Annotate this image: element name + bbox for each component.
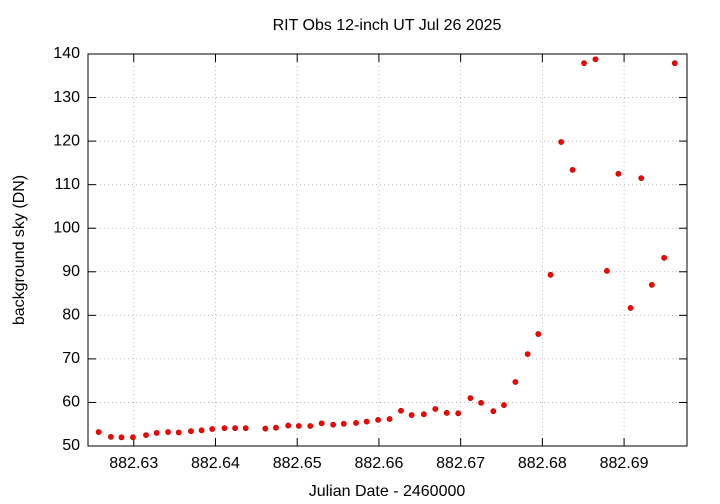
point <box>455 410 462 417</box>
y-tick-label: 70 <box>62 350 80 367</box>
y-tick-label: 100 <box>53 219 80 236</box>
point <box>118 434 125 441</box>
point <box>130 434 136 441</box>
y-tick-label: 80 <box>62 307 80 324</box>
point <box>467 395 474 401</box>
x-axis-label: Julian Date - 2460000 <box>309 483 466 500</box>
point <box>175 429 182 436</box>
y-tick-label: 130 <box>53 89 80 106</box>
point <box>478 399 484 406</box>
point <box>262 425 269 432</box>
point <box>353 420 359 426</box>
x-tick-label: 882.67 <box>436 455 485 472</box>
point <box>490 408 497 415</box>
point <box>221 425 228 432</box>
x-tick-label: 882.63 <box>109 455 158 472</box>
point <box>188 428 194 435</box>
point <box>198 427 205 434</box>
point <box>627 305 634 311</box>
y-tick-label: 50 <box>62 437 80 454</box>
x-tick-label: 882.69 <box>600 455 649 472</box>
x-tick-label: 882.68 <box>518 455 567 472</box>
point <box>153 430 160 436</box>
point <box>535 331 542 337</box>
point <box>165 429 171 435</box>
point <box>592 56 599 63</box>
point <box>307 423 314 429</box>
y-axis-label: background sky (DN) <box>11 175 28 325</box>
y-tick-label: 60 <box>62 394 80 411</box>
point <box>443 409 450 416</box>
point <box>569 166 576 173</box>
point <box>209 426 216 432</box>
point <box>604 268 610 274</box>
point <box>524 351 531 357</box>
point <box>398 407 404 414</box>
point <box>386 416 393 422</box>
y-tick-label: 110 <box>54 176 80 193</box>
point <box>295 423 302 429</box>
y-tick-label: 120 <box>53 132 80 149</box>
point <box>547 271 554 278</box>
point <box>638 175 645 182</box>
x-tick-label: 882.64 <box>191 455 240 472</box>
point <box>95 429 102 435</box>
y-tick-label: 140 <box>53 45 80 62</box>
point <box>285 422 292 429</box>
point <box>420 411 427 418</box>
y-tick-label: 90 <box>62 263 80 280</box>
point <box>558 139 565 145</box>
x-tick-label: 882.65 <box>273 455 322 472</box>
point <box>375 416 382 423</box>
point <box>615 170 622 177</box>
point <box>671 60 678 67</box>
point <box>501 402 507 408</box>
point <box>232 425 238 432</box>
point <box>432 406 439 412</box>
x-tick-label: 882.66 <box>354 455 403 472</box>
point <box>648 281 655 288</box>
plot-frame <box>87 53 688 447</box>
point <box>330 421 337 428</box>
point <box>340 420 347 427</box>
point <box>242 425 249 432</box>
point <box>581 60 587 67</box>
point <box>143 432 149 439</box>
point <box>318 420 325 427</box>
point <box>273 424 279 431</box>
point <box>363 418 370 425</box>
point <box>408 412 415 418</box>
point <box>661 254 668 261</box>
point <box>107 433 114 440</box>
chart-title: RIT Obs 12-inch UT Jul 26 2025 <box>273 17 502 34</box>
point <box>512 379 519 385</box>
